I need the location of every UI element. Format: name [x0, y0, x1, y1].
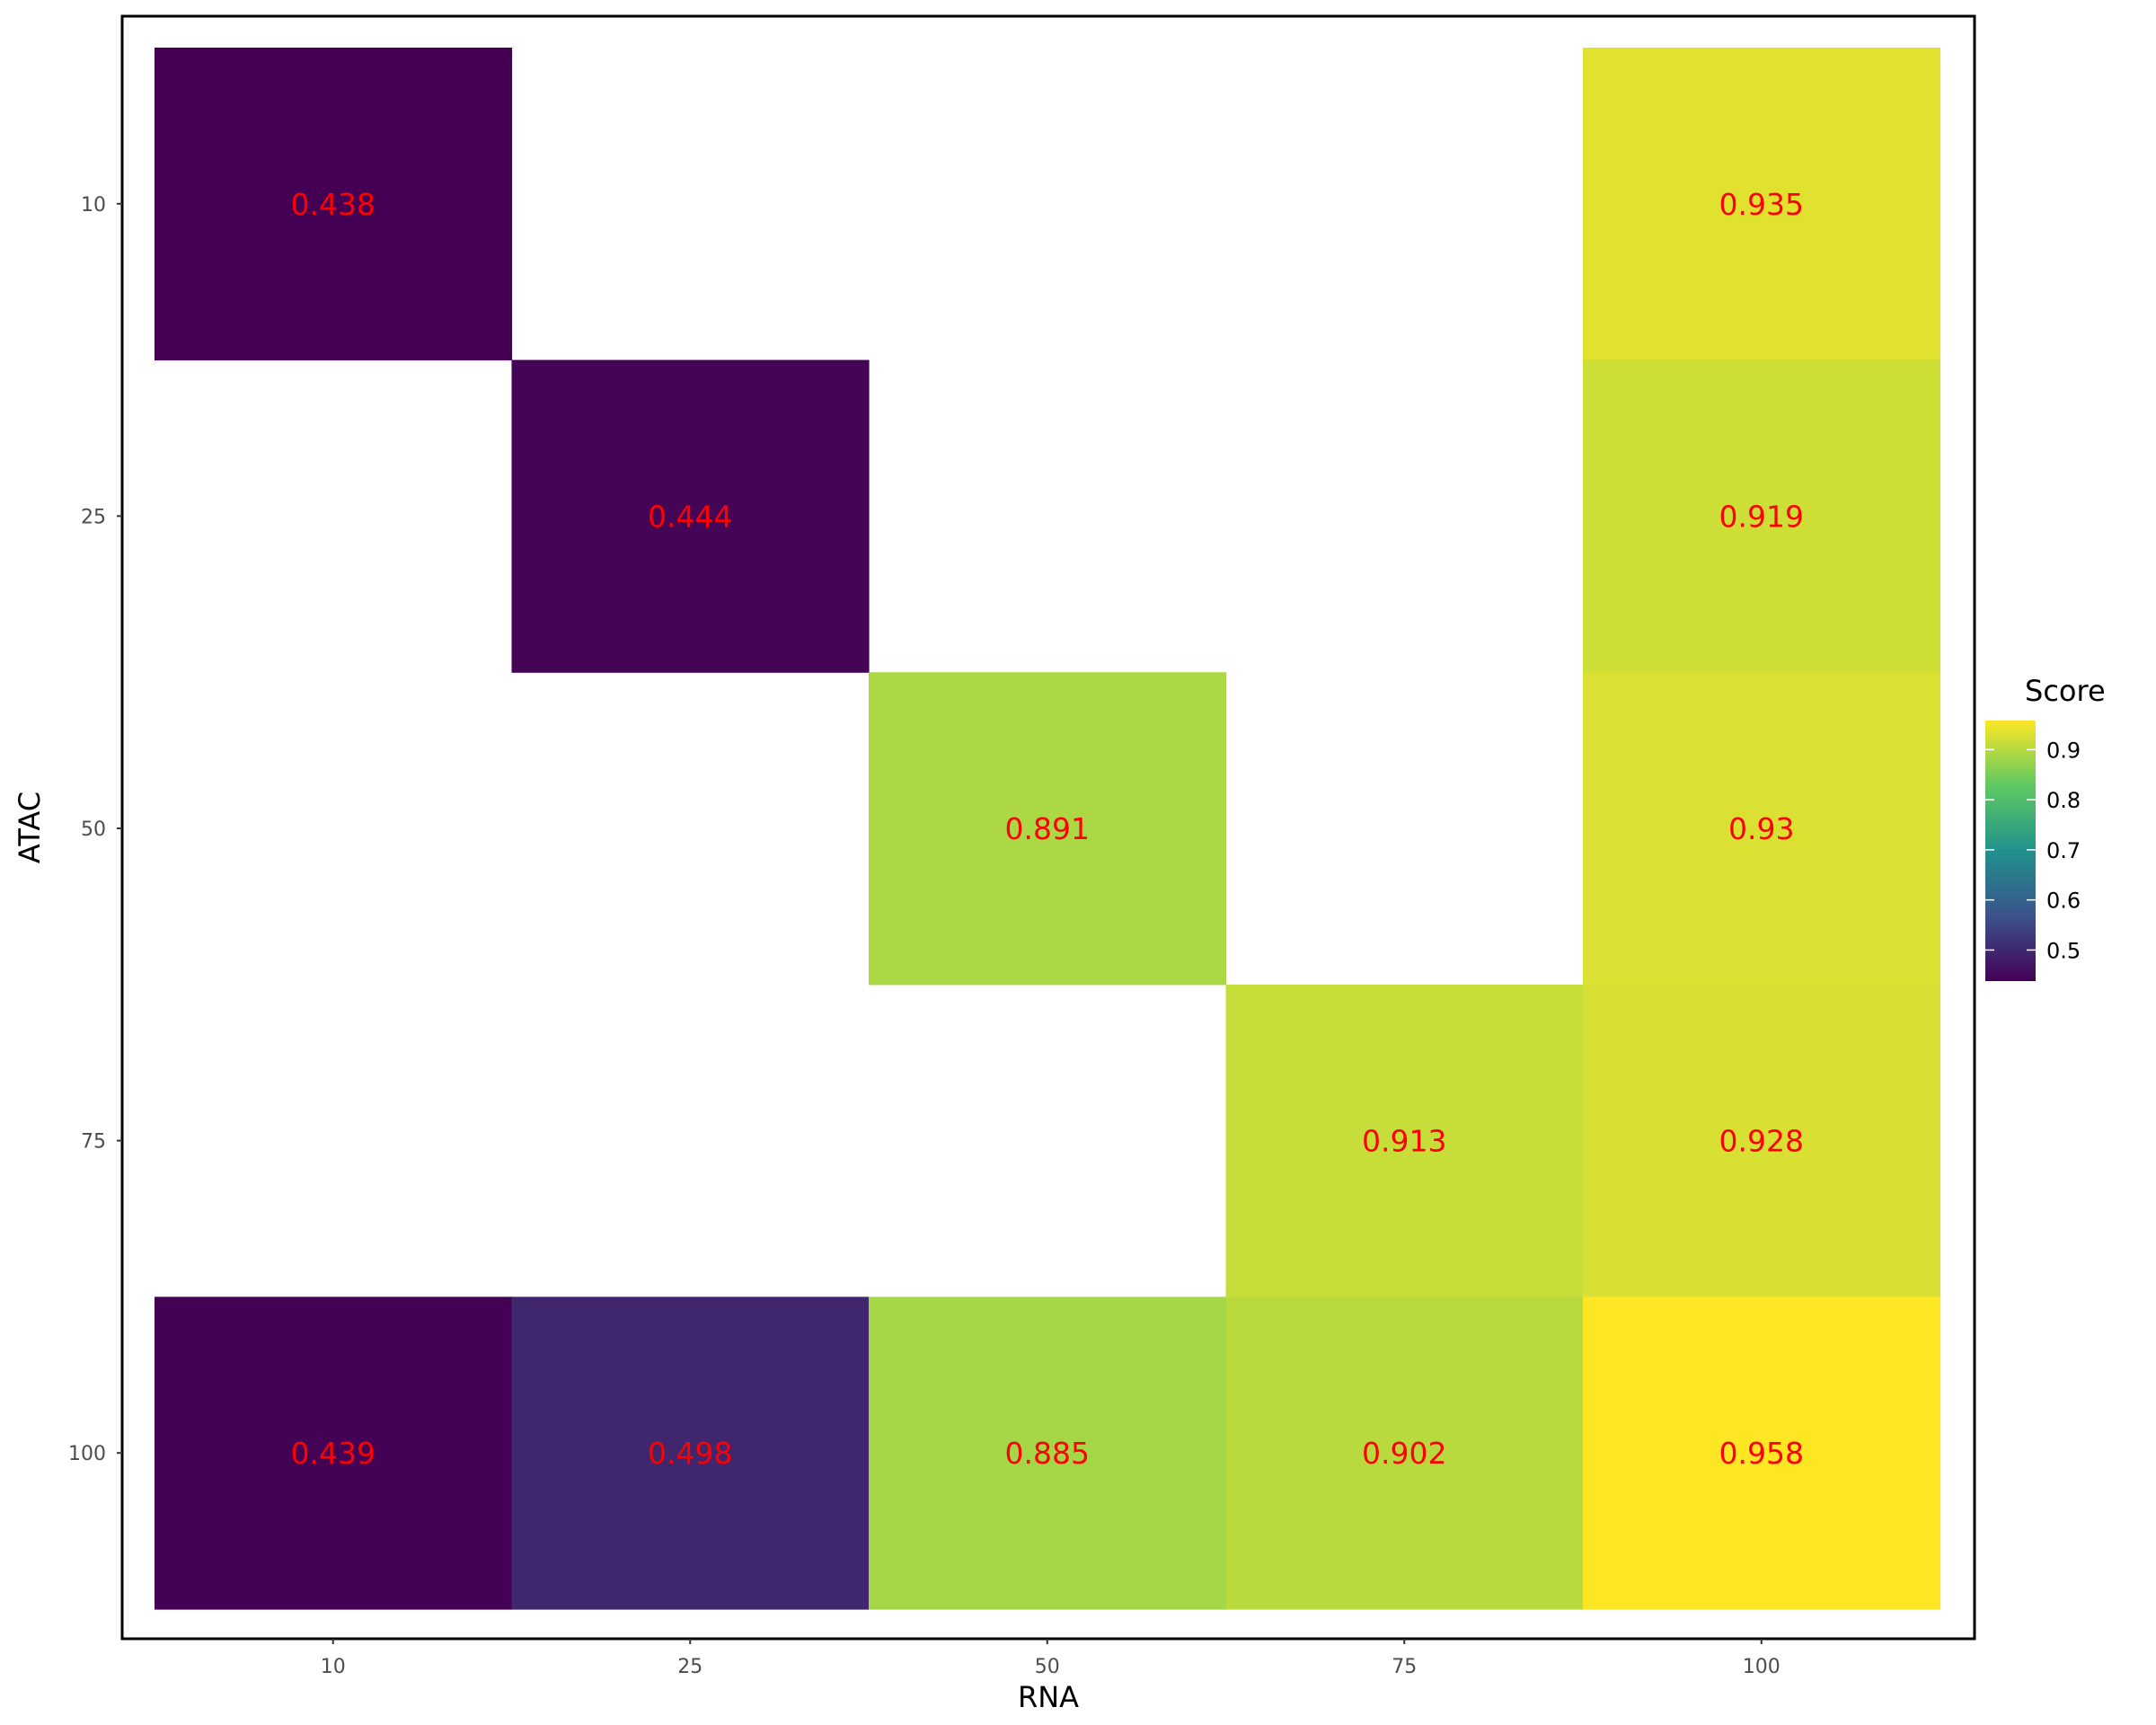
legend-tick-label-0.6: 0.6 [2046, 889, 2081, 914]
legend-ticks: 0.5 0.6 0.7 0.8 0.9 [1985, 738, 2081, 963]
y-tick-label-10: 10 [81, 194, 106, 217]
legend-tick-label-0.7: 0.7 [2046, 838, 2081, 863]
cell-label-rna-50-atac-100: 0.885 [1005, 1436, 1090, 1471]
legend-tick-label-0.9: 0.9 [2046, 738, 2081, 763]
cell-labels: 0.438 0.935 0.444 0.919 0.891 0.93 0.913 0.928 0… [291, 187, 1804, 1471]
y-tick-label-25: 25 [81, 506, 106, 528]
cell-label-rna-75-atac-75: 0.913 [1362, 1124, 1446, 1159]
heatmap-cell-rna-50-atac-100 [869, 1296, 1227, 1610]
heatmap-cell-rna-10-atac-100 [155, 1296, 513, 1610]
legend-title: Score [2025, 674, 2106, 708]
x-tick-label-75: 75 [1392, 1656, 1417, 1678]
heatmap-cell-rna-25-atac-100 [511, 1296, 870, 1610]
y-tick-label-75: 75 [81, 1131, 106, 1154]
cell-label-rna-100-atac-75: 0.928 [1719, 1124, 1804, 1159]
cell-label-rna-75-atac-100: 0.902 [1362, 1436, 1446, 1471]
cell-label-rna-25-atac-25: 0.444 [648, 499, 732, 534]
cell-label-rna-10-atac-10: 0.438 [291, 187, 376, 222]
y-axis-ticks: 10 25 50 75 100 [68, 194, 122, 1465]
cell-label-rna-100-atac-50: 0.93 [1728, 811, 1794, 846]
cell-label-rna-10-atac-100: 0.439 [291, 1436, 376, 1471]
cell-label-rna-100-atac-10: 0.935 [1719, 187, 1804, 222]
legend-colorbar [1985, 721, 2036, 981]
x-axis-title: RNA [1018, 1680, 1079, 1714]
x-tick-label-100: 100 [1743, 1656, 1780, 1678]
x-tick-label-10: 10 [321, 1656, 346, 1678]
y-tick-label-100: 100 [68, 1443, 106, 1465]
heatmap-cell-rna-75-atac-100 [1225, 1296, 1584, 1610]
cell-label-rna-100-atac-100: 0.958 [1719, 1436, 1804, 1471]
heatmap-cells [155, 48, 1941, 1610]
x-axis-ticks: 10 25 50 75 100 [321, 1639, 1780, 1678]
heatmap-cell-rna-10-atac-10 [155, 48, 513, 361]
legend-tick-label-0.8: 0.8 [2046, 788, 2081, 813]
color-legend: Score 0.5 0.6 0.7 0.8 0.9 [1985, 674, 2106, 981]
heatmap-cell-rna-50-atac-50 [869, 672, 1227, 986]
cell-label-rna-100-atac-25: 0.919 [1719, 499, 1804, 534]
heatmap-cell-rna-100-atac-10 [1583, 48, 1941, 361]
heatmap-cell-rna-100-atac-100 [1583, 1296, 1941, 1610]
legend-tick-label-0.5: 0.5 [2046, 938, 2081, 963]
cell-label-rna-25-atac-100: 0.498 [648, 1436, 732, 1471]
x-tick-label-25: 25 [677, 1656, 702, 1678]
heatmap-cell-rna-25-atac-25 [511, 359, 870, 673]
heatmap-cell-rna-100-atac-25 [1583, 359, 1941, 673]
y-tick-label-50: 50 [81, 818, 106, 841]
heatmap-cell-rna-75-atac-75 [1225, 984, 1584, 1297]
y-axis-title: ATAC [13, 792, 47, 863]
heatmap-cell-rna-100-atac-50 [1583, 672, 1941, 986]
x-tick-label-50: 50 [1035, 1656, 1060, 1678]
heatmap-cell-rna-100-atac-75 [1583, 984, 1941, 1297]
cell-label-rna-50-atac-50: 0.891 [1005, 811, 1090, 846]
